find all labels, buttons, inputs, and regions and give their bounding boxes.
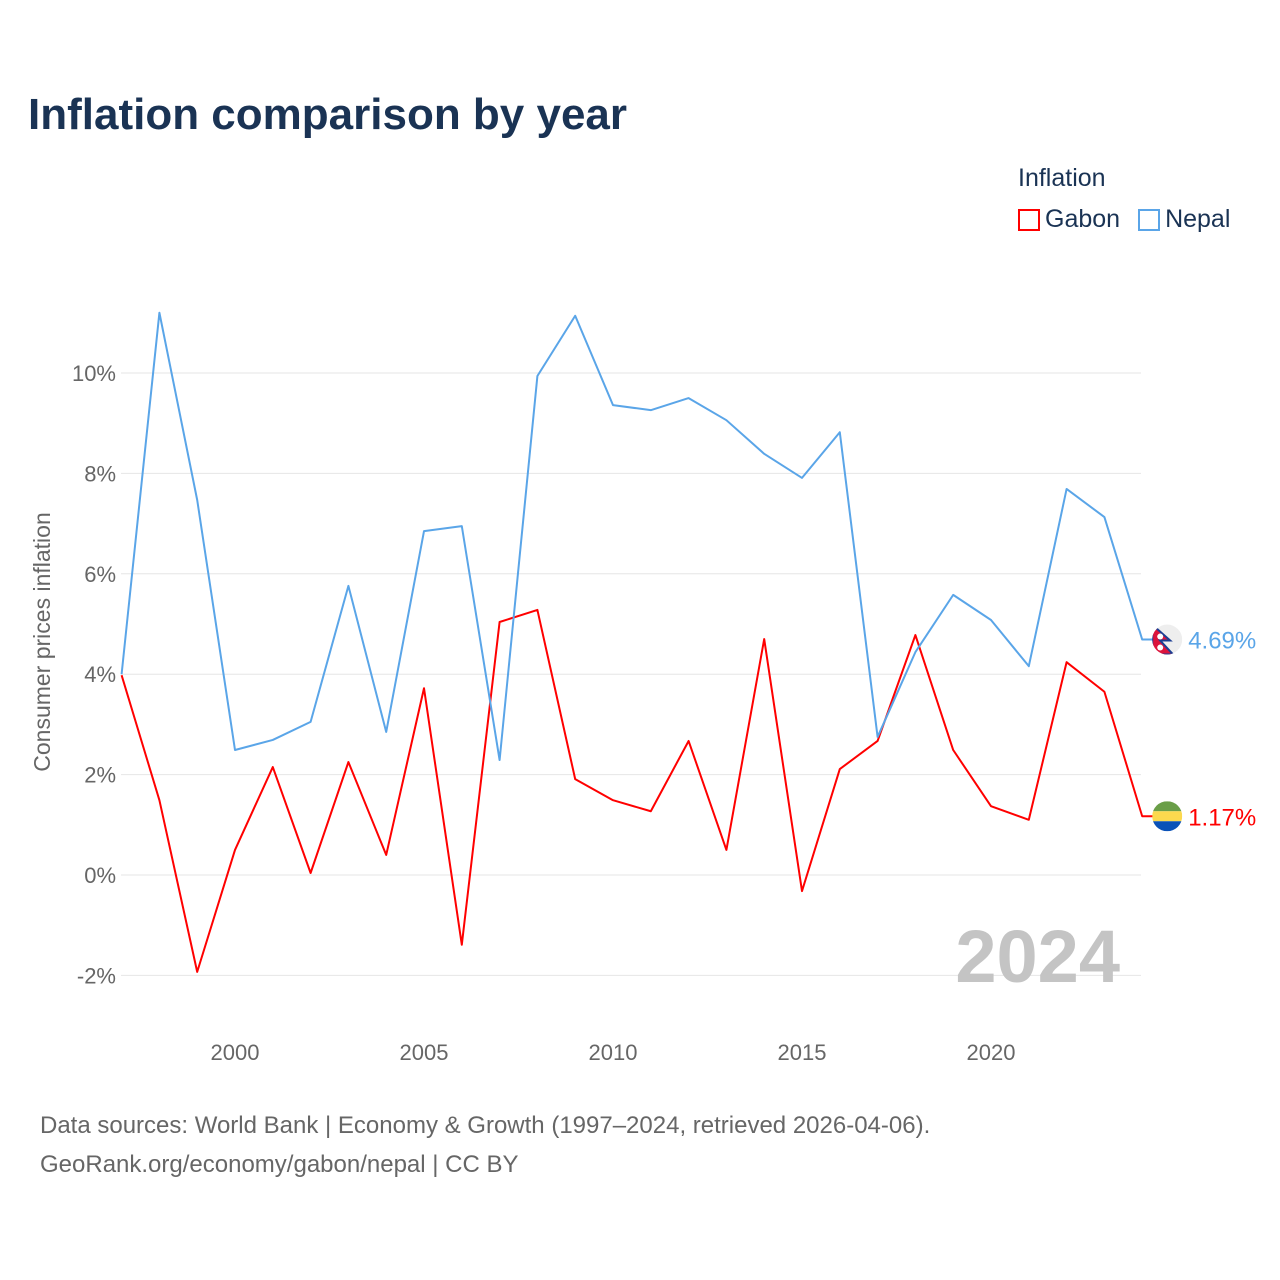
legend: Gabon Nepal xyxy=(1018,205,1230,234)
y-tick-label: 10% xyxy=(72,361,116,386)
end-value-label-gabon: 1.17% xyxy=(1188,804,1256,831)
nepal-flag-icon xyxy=(1152,624,1183,655)
chart-title: Inflation comparison by year xyxy=(28,90,628,139)
series-line-gabon xyxy=(120,608,1155,973)
y-tick-label: 8% xyxy=(84,461,116,486)
legend-swatch-nepal xyxy=(1138,208,1161,231)
end-value-label-nepal: 4.69% xyxy=(1188,628,1256,655)
y-tick-label: 2% xyxy=(84,763,116,788)
legend-swatch-gabon xyxy=(1018,208,1040,231)
y-tick-label: -2% xyxy=(77,963,116,988)
x-tick-label: 2020 xyxy=(967,1040,1016,1065)
x-tick-label: 2010 xyxy=(589,1040,638,1065)
legend-title: Inflation xyxy=(1018,164,1106,192)
year-annotation: 2024 xyxy=(955,915,1120,998)
y-axis-label: Consumer prices inflation xyxy=(29,512,55,772)
y-tick-label: 6% xyxy=(84,562,116,587)
gabon-flag-icon xyxy=(1152,801,1183,832)
legend-item-nepal[interactable]: Nepal xyxy=(1138,205,1230,234)
x-tick-label: 2015 xyxy=(778,1040,827,1065)
x-tick-label: 2005 xyxy=(400,1040,449,1065)
y-tick-label: 0% xyxy=(84,863,116,888)
source-note: Data sources: World Bank | Economy & Gro… xyxy=(40,1106,930,1184)
x-tick-label: 2000 xyxy=(211,1040,260,1065)
legend-label-nepal: Nepal xyxy=(1165,205,1231,233)
source-line-2[interactable]: GeoRank.org/economy/gabon/nepal | CC BY xyxy=(40,1151,519,1178)
legend-item-gabon[interactable]: Gabon xyxy=(1018,205,1120,234)
source-line-1: Data sources: World Bank | Economy & Gro… xyxy=(40,1112,931,1139)
y-tick-label: 4% xyxy=(84,662,116,687)
series-line-nepal xyxy=(120,311,1155,762)
legend-label-gabon: Gabon xyxy=(1045,205,1121,233)
